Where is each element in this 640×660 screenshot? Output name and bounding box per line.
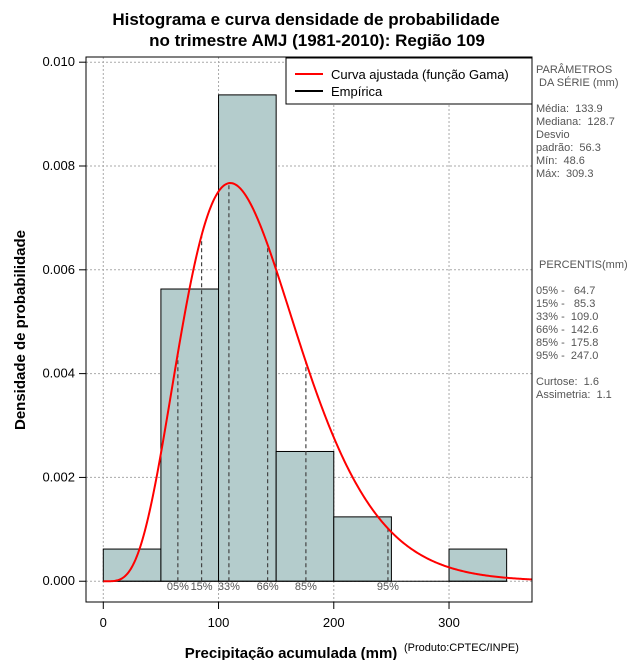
percentil-85: 85% - 175.8 xyxy=(536,337,599,349)
x-tick-label: 300 xyxy=(438,615,460,630)
product-credit: (Produto:CPTEC/INPE) xyxy=(404,642,519,654)
percentil-95: 95% - 247.0 xyxy=(536,350,599,362)
histogram-bar-3 xyxy=(275,450,335,582)
stat-kurtosis: Curtose: 1.6 xyxy=(536,376,599,388)
chart-title-line2: no trimestre AMJ (1981-2010): Região 109 xyxy=(149,31,485,50)
x-axis: 0 100 200 300 xyxy=(100,601,460,630)
series-parameters-panel: PARÂMETROS DA SÉRIE (mm) Média: 133.9 Me… xyxy=(536,64,640,402)
y-tick-label: 0.002 xyxy=(42,469,75,484)
param-max: Máx: 309.3 xyxy=(536,168,594,180)
x-tick-label: 200 xyxy=(323,615,345,630)
stat-skewness: Assimetria: 1.1 xyxy=(536,389,612,401)
x-tick-label: 100 xyxy=(208,615,230,630)
param-sd-label: Desvio xyxy=(536,129,570,141)
param-sd-value: padrão: 56.3 xyxy=(536,142,601,154)
param-min: Mín: 48.6 xyxy=(536,155,585,167)
percentile-label-95: 95% xyxy=(377,581,399,593)
legend-label-1: Empírica xyxy=(331,84,383,99)
percentile-label-66: 66% xyxy=(257,581,279,593)
x-axis-label: Precipitação acumulada (mm) xyxy=(185,645,398,660)
param-mean: Média: 133.9 xyxy=(536,103,603,115)
histogram-bar-4 xyxy=(333,516,392,582)
percentil-33: 33% - 109.0 xyxy=(536,311,599,323)
y-tick-label: 0.008 xyxy=(42,158,75,173)
percentile-label-05: 05% xyxy=(167,581,189,593)
legend-box xyxy=(285,57,533,105)
percentil-66: 66% - 142.6 xyxy=(536,324,599,336)
params-header-line1: PARÂMETROS xyxy=(536,64,613,76)
legend: Curva ajustada (função Gama) Empírica xyxy=(285,57,533,105)
y-axis-label: Densidade de probabilidade xyxy=(12,230,29,430)
percentile-label-85: 85% xyxy=(295,581,317,593)
percentil-05: 05% - 64.7 xyxy=(536,285,596,297)
percentile-lines: 05% 15% 33% 66% 85% 95% xyxy=(167,183,399,593)
histogram-bar-6 xyxy=(448,548,508,582)
y-axis: 0.000 0.002 0.004 0.006 0.008 0.010 xyxy=(42,54,87,588)
histogram-bar-1 xyxy=(160,288,220,582)
x-tick-label: 0 xyxy=(100,615,107,630)
percentis-header: PERCENTIS(mm) xyxy=(536,259,628,271)
percentil-15: 15% - 85.3 xyxy=(536,298,596,310)
param-median: Mediana: 128.7 xyxy=(536,116,615,128)
histogram-bars xyxy=(102,94,508,582)
gamma-curve xyxy=(103,182,533,583)
density-curve xyxy=(103,182,533,583)
percentile-label-15: 15% xyxy=(191,581,213,593)
y-tick-label: 0.010 xyxy=(42,54,75,69)
chart-title-line1: Histograma e curva densidade de probabil… xyxy=(112,10,499,29)
percentile-label-33: 33% xyxy=(218,581,240,593)
y-tick-label: 0.006 xyxy=(42,262,75,277)
legend-label-0: Curva ajustada (função Gama) xyxy=(331,67,509,82)
params-header-line2: DA SÉRIE (mm) xyxy=(536,77,619,89)
y-tick-label: 0.004 xyxy=(42,366,75,381)
histogram-bar-2 xyxy=(218,94,277,582)
y-tick-label: 0.000 xyxy=(42,573,75,588)
